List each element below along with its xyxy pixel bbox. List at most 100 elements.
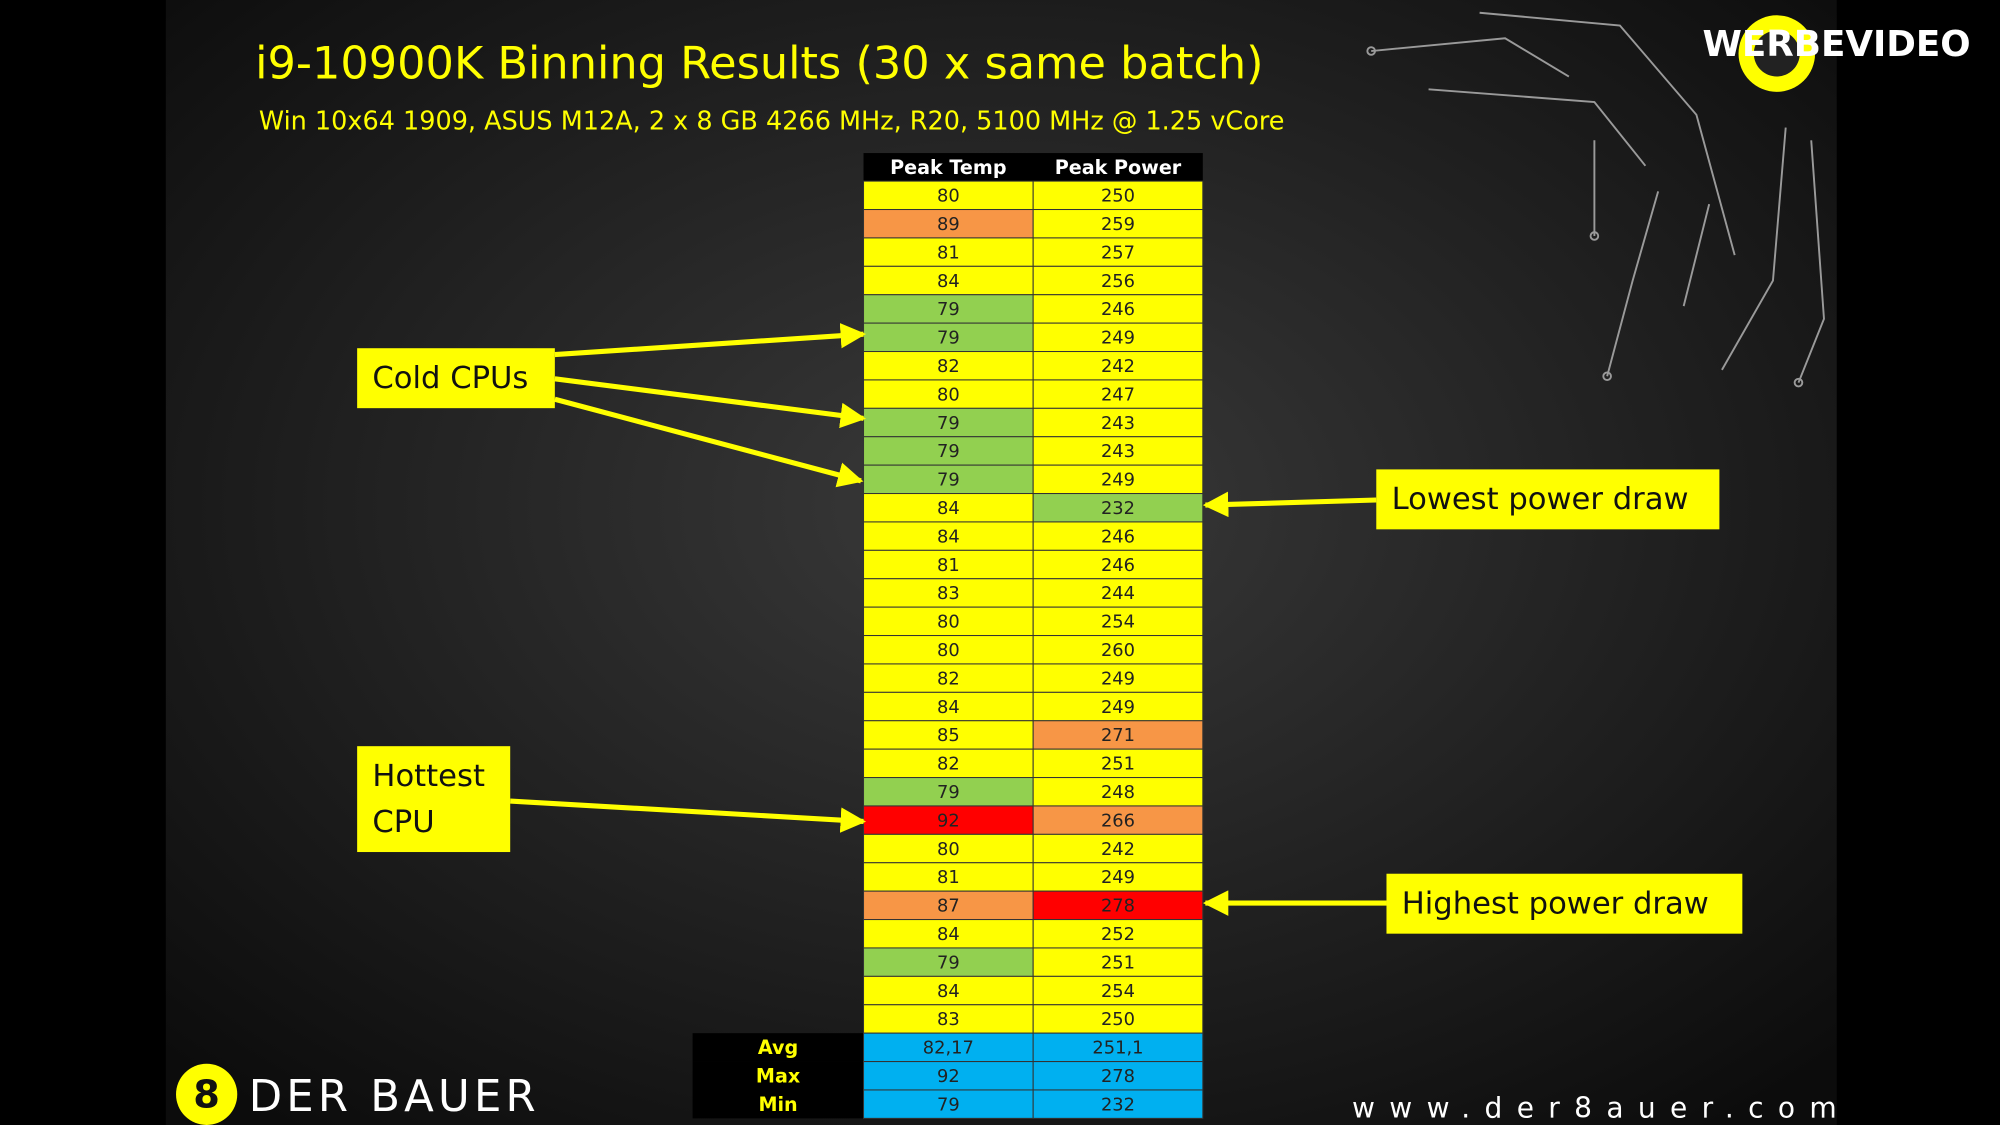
cell-value: 250 [1101,186,1135,207]
watermark: WERBEVIDEO [1702,24,1970,65]
summary-value: 92 [937,1066,960,1087]
summary-cell [863,1089,1034,1119]
cell-value: 84 [937,526,960,547]
cell-value: 248 [1101,782,1135,803]
callout-text: CPU [372,805,434,840]
cell-value: 249 [1101,697,1135,718]
table-cell [1032,294,1204,324]
table-cell [1032,919,1204,949]
table-cell [863,407,1034,438]
callout-arrow [554,322,867,358]
summary-label-cell [692,1033,864,1062]
callout-text: Lowest power draw [1392,482,1689,517]
column-header: Peak Power [1055,156,1182,179]
cell-value: 257 [1101,242,1135,263]
table-cell [863,180,1034,211]
table-cell [863,379,1034,409]
table-cell [863,578,1034,608]
cell-value: 260 [1101,640,1135,661]
callout-box [357,746,511,853]
cell-value: 84 [937,924,960,945]
cell-value: 81 [937,867,960,888]
cell-value: 80 [937,612,960,633]
table-cell [863,606,1034,637]
table-cell [1032,635,1204,665]
table-cell [863,919,1034,949]
table-cell [863,1004,1034,1034]
cell-value: 246 [1101,526,1135,547]
cell-value: 278 [1101,896,1135,917]
cell-value: 89 [937,214,960,235]
cell-value: 80 [937,839,960,860]
cell-value: 242 [1101,839,1135,860]
table-cell [1032,578,1204,608]
cell-value: 232 [1101,498,1135,519]
table-cell [863,748,1034,779]
table-cell [1032,521,1204,551]
summary-value: 79 [937,1094,960,1115]
cell-value: 242 [1101,356,1135,377]
summary-label: Max [756,1065,801,1088]
table-cell [1032,436,1204,466]
table-cell [863,294,1034,324]
column-header: Peak Temp [890,156,1006,179]
subtitle: Win 10x64 1909, ASUS M12A, 2 x 8 GB 4266… [259,106,1285,136]
cell-value: 80 [937,384,960,405]
table-cell [1032,975,1204,1006]
cell-value: 252 [1101,924,1135,945]
cell-value: 247 [1101,384,1135,405]
cell-value: 84 [937,981,960,1002]
callout-arrow [510,798,867,833]
cell-value: 79 [937,470,960,491]
summary-cell [1032,1089,1204,1119]
cell-value: 83 [937,583,960,604]
table-cell [863,805,1034,835]
summary-cell [1032,1032,1204,1063]
table-cell [863,777,1034,807]
table-cell [863,265,1034,296]
cell-value: 79 [937,328,960,349]
callout-text: Cold CPUs [372,361,528,396]
table-cell [1032,1004,1204,1034]
cell-value: 243 [1101,441,1135,462]
table-cell [863,862,1034,892]
header-background [863,153,1203,182]
summary-value: 232 [1101,1094,1135,1115]
summary-value: 251,1 [1092,1038,1143,1059]
summary-value: 82,17 [923,1038,974,1059]
cell-value: 80 [937,186,960,207]
brand-circle [176,1063,238,1125]
table-cell [1032,720,1204,750]
callout-box [357,348,555,409]
callout-arrow [554,376,867,429]
cell-value: 81 [937,242,960,263]
table-cell [1032,947,1204,977]
summary-label: Min [758,1093,797,1116]
cell-value: 79 [937,952,960,973]
brand-mark: 8 [193,1072,220,1117]
cell-value: 81 [937,555,960,576]
cell-value: 254 [1101,981,1135,1002]
table-cell [1032,805,1204,835]
summary-label-cell [692,1061,864,1090]
table-cell [1032,351,1204,381]
cell-value: 246 [1101,299,1135,320]
table-cell [1032,606,1204,637]
cell-value: 79 [937,413,960,434]
cell-value: 84 [937,697,960,718]
cell-value: 251 [1101,754,1135,775]
cell-value: 84 [937,271,960,292]
summary-label-cell [692,1089,864,1119]
title: i9-10900K Binning Results (30 x same bat… [255,37,1263,89]
callout-box [1386,873,1743,934]
cell-value: 84 [937,498,960,519]
table-cell [1032,180,1204,211]
summary-cell [1032,1061,1204,1091]
table-cell [1032,237,1204,267]
cell-value: 271 [1101,725,1135,746]
cell-value: 244 [1101,583,1135,604]
cell-value: 92 [937,810,960,831]
callout-text: Highest power draw [1402,886,1709,921]
